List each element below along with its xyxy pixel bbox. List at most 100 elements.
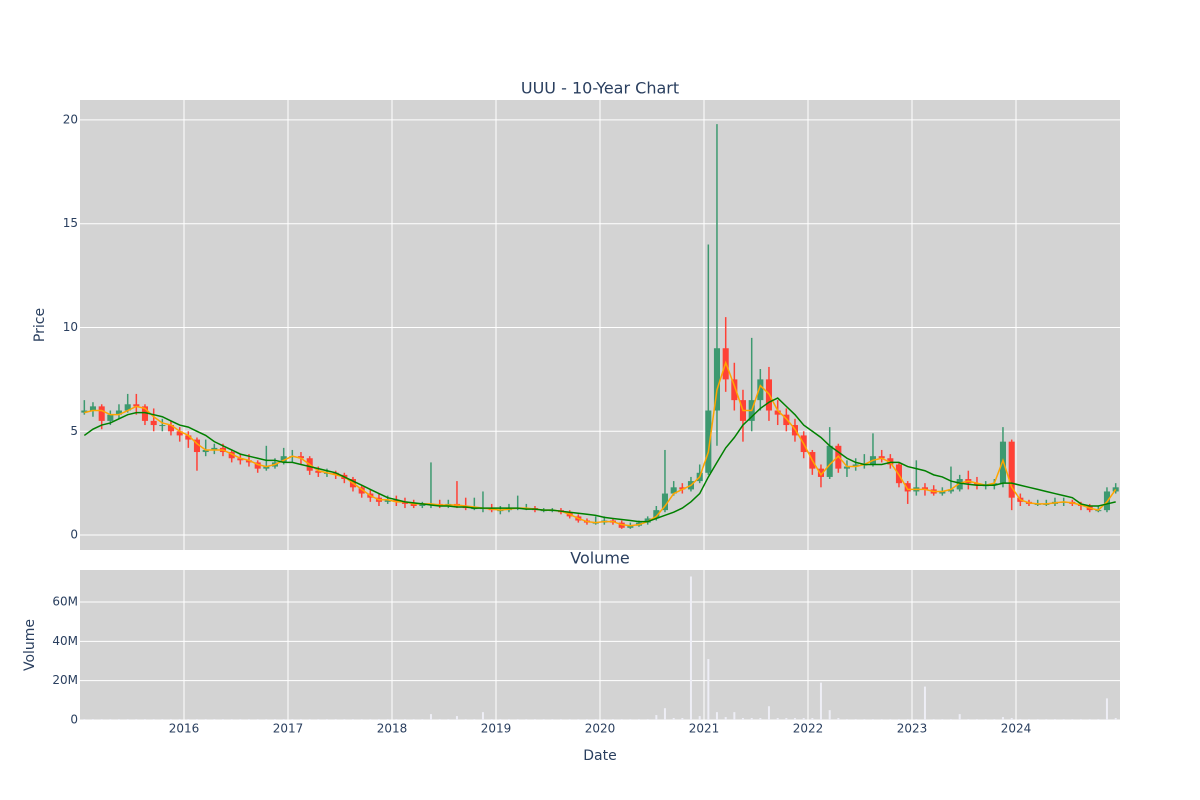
y-tick-label: 0	[70, 528, 78, 542]
volume-bar	[568, 719, 571, 720]
candle-body	[124, 404, 131, 411]
y-tick-label: 40M	[52, 634, 78, 648]
volume-bar	[334, 719, 337, 720]
candle-body	[774, 410, 781, 415]
candle-body	[332, 472, 339, 475]
volume-bar	[715, 712, 718, 720]
candle-body	[410, 503, 417, 506]
candle-body	[1008, 441, 1015, 498]
volume-bar	[932, 719, 935, 720]
volume-bar	[707, 659, 710, 720]
candle-body	[89, 406, 96, 411]
candle-body	[921, 487, 928, 490]
volume-bar	[611, 719, 614, 720]
volume-bar	[1071, 719, 1074, 720]
volume-bar	[733, 712, 736, 720]
volume-bar	[386, 719, 389, 720]
volume-bar	[91, 719, 94, 720]
candle-body	[107, 414, 114, 421]
candle-body	[973, 483, 980, 486]
y-tick-label: 20	[63, 112, 78, 126]
volume-title: Volume	[570, 549, 630, 568]
volume-bar	[785, 718, 788, 720]
candle-body	[202, 449, 209, 453]
candle-body	[358, 487, 365, 494]
volume-bar	[551, 719, 554, 720]
volume-bar	[152, 719, 155, 720]
volume-bar	[438, 719, 441, 720]
volume-bar	[143, 719, 146, 720]
candle-body	[401, 501, 408, 504]
volume-bar	[620, 719, 623, 720]
y-tick-label: 60M	[52, 595, 78, 609]
candle-body	[150, 420, 157, 426]
volume-bar	[325, 719, 328, 720]
volume-bar	[698, 716, 701, 720]
volume-bar	[542, 719, 545, 720]
volume-bar	[819, 682, 822, 720]
volume-bar	[247, 719, 250, 720]
volume-bar	[993, 719, 996, 720]
volume-bar	[889, 719, 892, 720]
volume-bar	[507, 719, 510, 720]
volume-bar	[533, 719, 536, 720]
moving-average-line	[84, 360, 1117, 527]
marks	[81, 124, 1119, 720]
candle-body	[757, 379, 764, 401]
x-axis-label: Date	[583, 748, 616, 764]
volume-bar	[637, 719, 640, 720]
chart-title: UUU - 10-Year Chart	[521, 79, 679, 98]
volume-bar	[585, 719, 588, 720]
volume-bar	[221, 719, 224, 720]
candle-body	[817, 468, 824, 477]
y-tick-label: 10	[63, 320, 78, 334]
candle-body	[731, 379, 738, 401]
candle-body	[133, 404, 140, 407]
candle-body	[947, 489, 954, 492]
candle-body	[280, 456, 287, 463]
volume-bar	[429, 714, 432, 720]
volume-bar	[230, 719, 233, 720]
volume-bar	[239, 719, 242, 720]
y-tick-label: 15	[63, 216, 78, 230]
candle-body	[254, 462, 261, 469]
volume-bar	[308, 719, 311, 720]
y-tick-label: 0	[70, 713, 78, 727]
volume-bar	[594, 719, 597, 720]
volume-bar	[100, 719, 103, 720]
volume-bar	[369, 719, 372, 720]
volume-bar	[915, 719, 918, 720]
volume-bar	[811, 718, 814, 720]
volume-bar	[958, 714, 961, 720]
candle-body	[98, 406, 105, 421]
volume-bar	[1053, 719, 1056, 720]
candle-body	[419, 503, 426, 506]
volume-bar	[759, 718, 762, 720]
volume-bar	[975, 719, 978, 720]
volume-bar	[724, 717, 727, 720]
volume-bar	[516, 719, 519, 720]
volume-bar	[447, 719, 450, 720]
volume-bar	[655, 715, 658, 720]
volume-axis-label: Volume	[22, 619, 38, 671]
candle-body	[878, 456, 885, 459]
volume-bar	[1088, 719, 1091, 720]
candle-body	[705, 410, 712, 473]
volume-bar	[291, 719, 294, 720]
volume-bar	[949, 719, 952, 720]
volume-bar	[802, 718, 805, 720]
volume-bar	[559, 719, 562, 720]
volume-bar	[317, 719, 320, 720]
volume-bar	[689, 576, 692, 720]
volume-bar	[204, 719, 207, 720]
volume-bar	[1010, 718, 1013, 720]
volume-bar	[403, 719, 406, 720]
volume-bar	[83, 719, 86, 720]
volume-bar	[1062, 719, 1065, 720]
volume-bar	[117, 719, 120, 720]
volume-bar	[395, 719, 398, 720]
volume-bar	[776, 718, 779, 720]
candle-body	[713, 348, 720, 411]
volume-bar	[1079, 719, 1082, 720]
